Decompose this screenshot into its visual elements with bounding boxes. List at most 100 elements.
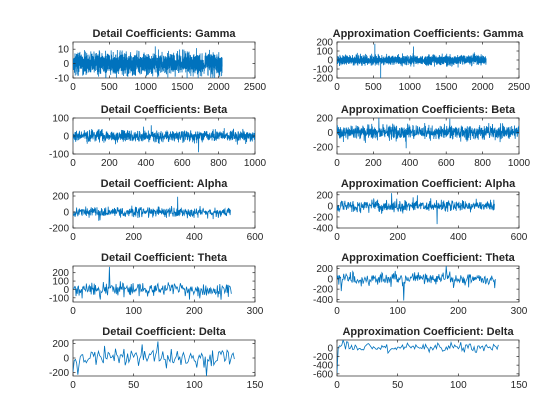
x-tick-label: 100 [125, 306, 142, 317]
x-tick-label: 1000 [399, 82, 422, 93]
x-tick-label: 400 [450, 232, 467, 243]
y-tick-label: 200 [52, 268, 69, 279]
subplot-title: Detail Coefficients: Gamma [92, 28, 236, 40]
x-tick-label: 1500 [171, 82, 194, 93]
y-tick-label: 100 [316, 47, 333, 58]
x-tick-label: 600 [174, 158, 191, 169]
series-line [337, 193, 495, 225]
x-tick-label: 0 [334, 232, 340, 243]
x-tick-label: 200 [101, 158, 118, 169]
y-tick-label: 200 [316, 190, 333, 201]
y-tick-label: 200 [316, 38, 333, 49]
y-tick-label: 0 [63, 354, 69, 365]
x-tick-label: 500 [101, 82, 118, 93]
y-tick-label: 0 [327, 343, 333, 354]
y-tick-label: -100 [49, 293, 69, 304]
y-tick-label: -200 [313, 142, 333, 153]
y-tick-label: -200 [313, 285, 333, 296]
y-tick-label: 0 [63, 208, 69, 219]
x-tick-label: 0 [70, 232, 76, 243]
x-tick-label: 600 [511, 232, 528, 243]
y-tick-label: -200 [49, 224, 69, 235]
subplot-a-delta: Approximation Coefficient: Delta 0 50 100 15… [313, 326, 528, 391]
x-tick-label: 400 [137, 158, 154, 169]
x-tick-label: 800 [474, 158, 491, 169]
x-tick-label: 1000 [244, 158, 267, 169]
subplot-a-theta: Approximation Coefficient: Theta 0 100 200 3… [313, 252, 528, 317]
y-tick-label: -200 [313, 212, 333, 223]
y-tick-label: 0 [63, 285, 69, 296]
x-tick-label: 0 [70, 380, 76, 391]
y-tick-label: 200 [52, 339, 69, 350]
series-line [73, 266, 232, 300]
x-tick-label: 500 [365, 82, 382, 93]
x-tick-label: 200 [125, 232, 142, 243]
x-tick-label: 0 [334, 82, 340, 93]
subplot-title: Detail Coefficients: Beta [101, 104, 228, 116]
subplot-title: Approximation Coefficient: Delta [342, 326, 514, 338]
subplot-d-gamma: Detail Coefficients: Gamma 0 500 1000 1500 20… [55, 28, 267, 93]
subplot-title: Detail Coefficient: Theta [101, 252, 228, 264]
x-tick-label: 800 [210, 158, 227, 169]
y-tick-label: 100 [52, 114, 69, 125]
y-tick-label: 200 [316, 114, 333, 125]
plot-area [336, 191, 520, 229]
y-tick-label: 100 [52, 277, 69, 288]
y-tick-label: 0 [327, 128, 333, 139]
y-tick-label: -200 [313, 352, 333, 363]
subplot-title: Detail Coefficient: Delta [102, 326, 226, 338]
x-tick-label: 300 [247, 306, 264, 317]
x-tick-label: 200 [450, 306, 467, 317]
series-line [337, 43, 487, 78]
x-tick-label: 2000 [207, 82, 230, 93]
y-tick-label: -400 [313, 361, 333, 372]
x-tick-label: 200 [389, 232, 406, 243]
series-line [73, 125, 255, 153]
y-tick-label: -100 [49, 150, 69, 161]
x-tick-label: 400 [186, 232, 203, 243]
x-tick-label: 50 [128, 380, 140, 391]
x-tick-label: 100 [450, 380, 467, 391]
x-tick-label: 0 [334, 306, 340, 317]
y-tick-label: 0 [63, 132, 69, 143]
x-tick-label: 0 [334, 158, 340, 169]
y-tick-label: 0 [63, 59, 69, 70]
x-tick-label: 2500 [508, 82, 531, 93]
x-tick-label: 150 [247, 380, 264, 391]
y-tick-label: 0 [327, 201, 333, 212]
x-tick-label: 2000 [471, 82, 494, 93]
subplot-title: Approximation Coefficient: Theta [341, 252, 515, 264]
x-tick-label: 1000 [135, 82, 158, 93]
y-tick-label: -10 [55, 74, 70, 85]
x-tick-label: 400 [401, 158, 418, 169]
x-tick-label: 2500 [244, 82, 267, 93]
series-line [337, 266, 496, 301]
y-tick-label: -600 [313, 369, 333, 380]
plot-area [336, 339, 520, 377]
x-tick-label: 300 [511, 306, 528, 317]
x-tick-label: 1000 [508, 158, 531, 169]
x-tick-label: 100 [186, 380, 203, 391]
x-tick-label: 0 [70, 158, 76, 169]
x-tick-label: 0 [70, 82, 76, 93]
y-tick-label: 200 [52, 192, 69, 203]
x-tick-label: 200 [365, 158, 382, 169]
x-tick-label: 150 [511, 380, 528, 391]
subplot-title: Approximation Coefficients: Gamma [333, 28, 525, 40]
x-tick-label: 0 [334, 380, 340, 391]
subplot-title: Detail Coefficient: Alpha [101, 178, 229, 190]
series-line [337, 340, 499, 373]
x-tick-label: 1500 [435, 82, 458, 93]
x-tick-label: 100 [389, 306, 406, 317]
x-tick-label: 600 [247, 232, 264, 243]
y-tick-label: 0 [327, 274, 333, 285]
y-tick-label: 10 [58, 45, 70, 56]
y-tick-label: -100 [313, 65, 333, 76]
y-tick-label: -200 [49, 368, 69, 379]
series-line [73, 46, 223, 78]
series-line [73, 341, 235, 376]
